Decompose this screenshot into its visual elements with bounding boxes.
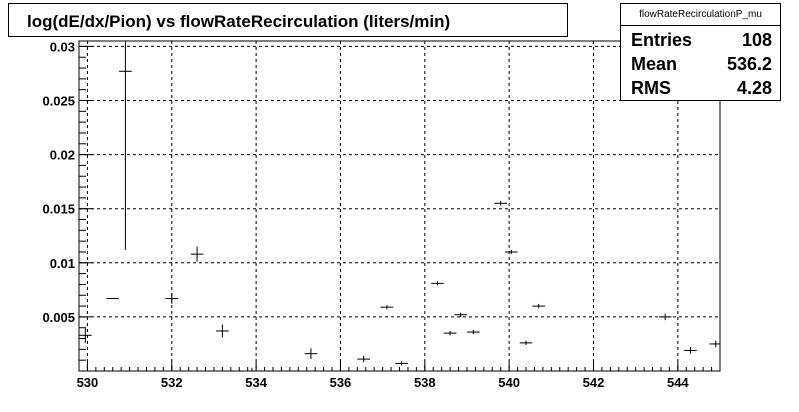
y-tick-label: 0.005 <box>42 310 75 325</box>
data-point <box>494 201 508 206</box>
data-point <box>709 340 720 348</box>
x-tick-label: 534 <box>245 375 267 390</box>
data-point <box>165 293 179 304</box>
data-point <box>443 330 457 336</box>
data-point <box>380 305 394 310</box>
chart-title: log(dE/dx/Pion) vs flowRateRecirculation… <box>27 12 451 31</box>
data-point <box>532 303 545 309</box>
stats-label: RMS <box>631 78 671 98</box>
data-point <box>658 313 672 321</box>
data-point <box>79 327 92 343</box>
x-tick-label: 540 <box>498 375 520 390</box>
x-tick-label: 530 <box>77 375 99 390</box>
x-tick-label: 538 <box>414 375 436 390</box>
x-tick-label: 544 <box>667 375 689 390</box>
data-point <box>216 324 229 338</box>
data-point <box>304 348 318 360</box>
data-points <box>79 41 720 372</box>
data-point <box>431 281 444 286</box>
stats-value: 4.28 <box>736 78 772 98</box>
y-tick-label: 0.03 <box>50 39 75 54</box>
data-point <box>357 355 370 363</box>
y-tick-label: 0.02 <box>50 148 75 163</box>
stats-label: Mean <box>631 54 678 74</box>
x-tick-label: 536 <box>330 375 352 390</box>
stats-label: Entries <box>631 30 693 50</box>
data-point <box>395 361 408 366</box>
stats-value: 108 <box>741 30 772 50</box>
data-point <box>190 246 204 262</box>
data-point <box>454 312 467 317</box>
y-tick-label: 0.015 <box>42 202 75 217</box>
axis-ticks <box>78 45 721 371</box>
stats-row-entries: Entries 108 <box>631 30 772 54</box>
data-point <box>466 329 480 335</box>
stats-value: 536.2 <box>726 54 772 74</box>
title-box: log(dE/dx/Pion) vs flowRateRecirculation… <box>8 3 568 37</box>
stats-histogram-name: flowRateRecirculationP_mu <box>621 4 780 26</box>
x-tick-label: 542 <box>583 375 605 390</box>
y-tick-label: 0.01 <box>50 256 75 271</box>
data-point <box>519 340 533 346</box>
y-tick-label: 0.025 <box>42 94 75 109</box>
data-point <box>684 347 697 354</box>
stats-row-rms: RMS 4.28 <box>631 78 772 102</box>
x-tick-label: 532 <box>161 375 183 390</box>
data-point <box>245 367 259 372</box>
stats-box: flowRateRecirculationP_mu Entries 108 Me… <box>620 3 781 101</box>
data-point <box>119 41 132 250</box>
stats-row-mean: Mean 536.2 <box>631 54 772 78</box>
data-point <box>504 249 518 255</box>
tick-labels: 530 532 534 536 538 540 542 544 0.005 0.01 0.015 0.… <box>42 39 689 390</box>
